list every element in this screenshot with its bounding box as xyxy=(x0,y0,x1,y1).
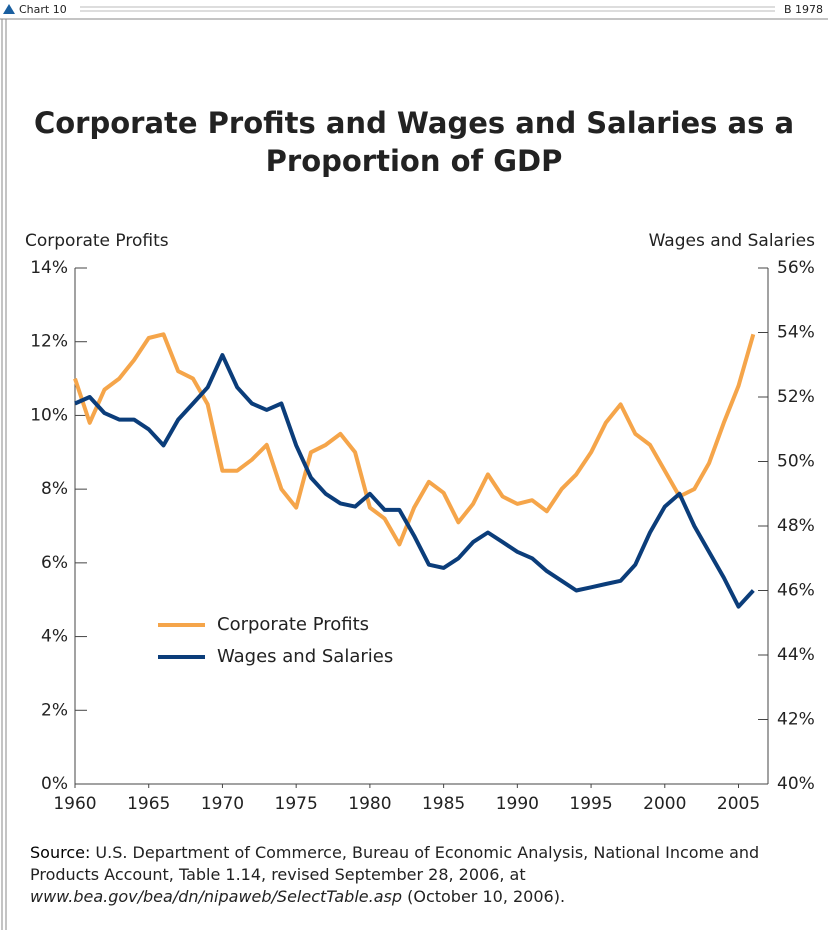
icon xyxy=(3,4,15,14)
y2-tick-label: 56% xyxy=(777,258,815,278)
y-tick-label: 12% xyxy=(30,332,68,352)
y2-tick-label: 52% xyxy=(777,387,815,407)
title-bar xyxy=(0,0,828,19)
line-series xyxy=(74,353,755,609)
y2-tick-label: 50% xyxy=(777,452,815,472)
x-tick-label: 1960 xyxy=(53,794,96,814)
x-tick-label: 1965 xyxy=(127,794,170,814)
y-tick-label: 8% xyxy=(41,479,68,499)
x-tick-label: 1985 xyxy=(422,794,465,814)
y2-tick-label: 54% xyxy=(777,323,815,343)
source-date: (October 10, 2006). xyxy=(402,887,566,906)
legend-label: Corporate Profits xyxy=(217,614,369,635)
y-tick-label: 0% xyxy=(41,774,68,794)
x-tick-label: 1970 xyxy=(201,794,244,814)
y2-tick-label: 40% xyxy=(777,774,815,794)
header-left: Chart 10 xyxy=(19,3,67,16)
source-url: www.bea.gov/bea/dn/nipaweb/SelectTable.a… xyxy=(30,887,403,906)
y-tick-label: 6% xyxy=(41,553,68,573)
y-tick-label: 10% xyxy=(30,405,68,425)
chart-title: Proportion of GDP xyxy=(266,144,563,178)
y2-tick-label: 46% xyxy=(777,581,815,601)
x-tick-label: 1975 xyxy=(275,794,318,814)
source-note: Source: U.S. Department of Commerce, Bur… xyxy=(30,842,810,908)
header-right: B 1978 xyxy=(784,3,823,16)
x-tick-label: 2005 xyxy=(717,794,760,814)
y2-tick-label: 44% xyxy=(777,645,815,665)
y2-axis-label: Wages and Salaries xyxy=(649,231,816,251)
x-tick-label: 1980 xyxy=(348,794,391,814)
chart-title: Corporate Profits and Wages and Salaries… xyxy=(34,106,794,140)
y2-tick-label: 48% xyxy=(777,516,815,536)
y-tick-label: 4% xyxy=(41,627,68,647)
y-tick-label: 2% xyxy=(41,700,68,720)
source-text: U.S. Department of Commerce, Bureau of E… xyxy=(30,843,760,884)
y-tick-label: 14% xyxy=(30,258,68,278)
legend-label: Wages and Salaries xyxy=(217,646,393,667)
source-label: Source: xyxy=(30,843,91,862)
x-tick-label: 2000 xyxy=(643,794,686,814)
x-tick-label: 1995 xyxy=(569,794,612,814)
y2-tick-label: 42% xyxy=(777,710,815,730)
y-axis-label: Corporate Profits xyxy=(25,231,169,251)
x-tick-label: 1990 xyxy=(496,794,539,814)
line-series xyxy=(73,332,756,547)
